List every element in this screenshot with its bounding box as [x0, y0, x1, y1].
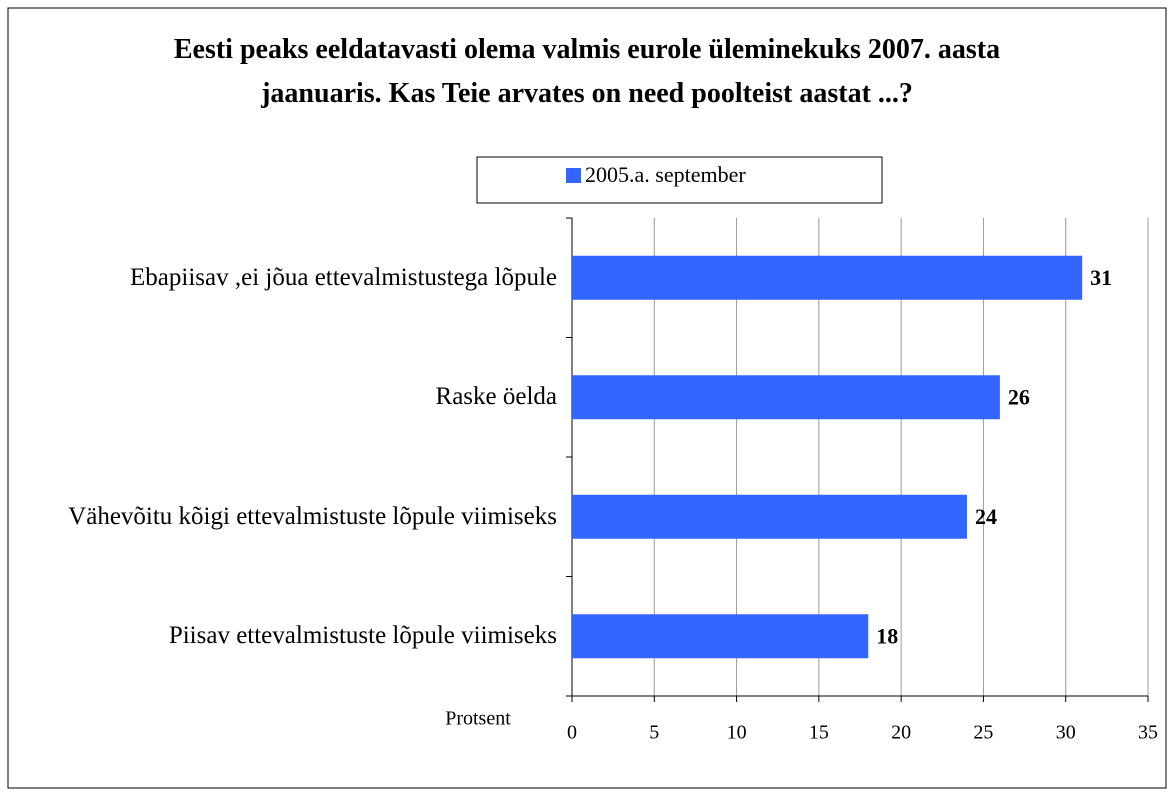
x-tick-label: 30 — [1056, 722, 1076, 744]
data-label: 24 — [975, 504, 997, 529]
x-tick-label: 20 — [891, 722, 911, 744]
bar — [572, 614, 869, 659]
y-tick-label: Piisav ettevalmistuste lõpule viimiseks — [168, 622, 557, 650]
legend-label: 2005.a. september — [585, 162, 746, 187]
chart-title: Eesti peaks eeldatavasti olema valmis eu… — [173, 34, 1001, 109]
y-tick-label: Raske öelda — [435, 383, 557, 411]
x-tick-label: 15 — [809, 722, 829, 744]
x-axis-label: Protsent — [445, 708, 511, 730]
x-tick-label: 5 — [649, 722, 659, 744]
x-tick-label: 35 — [1138, 722, 1158, 744]
bar — [572, 494, 967, 539]
data-label: 31 — [1090, 265, 1112, 290]
x-tick-label: 10 — [727, 722, 747, 744]
data-label: 26 — [1008, 384, 1030, 409]
data-label: 18 — [876, 623, 898, 648]
x-tick-label: 25 — [973, 722, 993, 744]
x-tick-label: 0 — [567, 722, 577, 744]
y-tick-label: Ebapiisav ,ei jõua ettevalmistustega lõp… — [130, 263, 557, 291]
bar — [572, 375, 1000, 420]
y-tick-label: Vähevõitu kõigi ettevalmistuste lõpule v… — [68, 502, 557, 530]
bar — [572, 255, 1083, 300]
legend-box — [476, 156, 883, 204]
legend-swatch — [566, 168, 581, 183]
